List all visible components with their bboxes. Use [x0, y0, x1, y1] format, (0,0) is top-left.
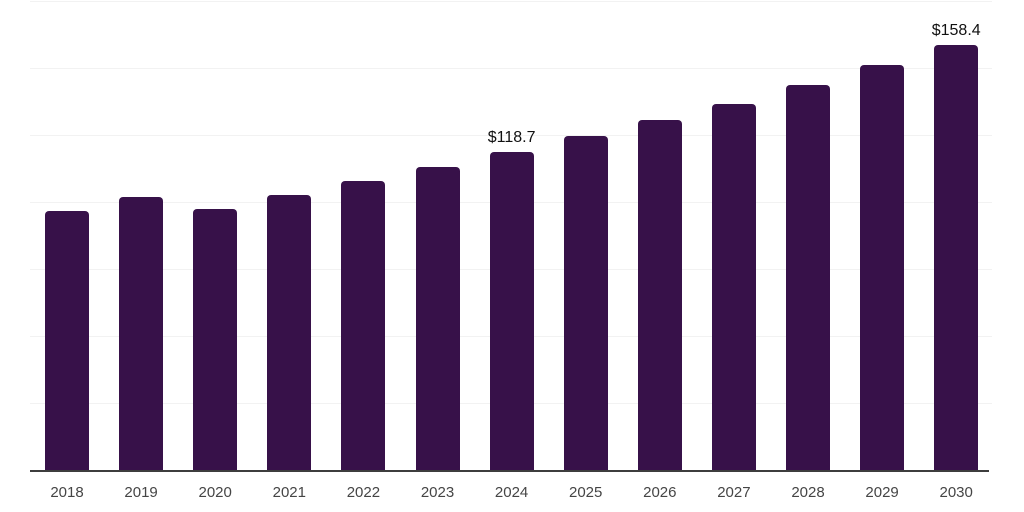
x-tick-2019: 2019: [124, 484, 158, 501]
data-label-2024: $118.7: [487, 128, 536, 146]
bar-2025: [563, 135, 608, 470]
bar-2021: [267, 195, 312, 470]
gridline-125: [30, 135, 992, 136]
x-tick-2030: 2030: [939, 484, 973, 501]
x-tick-2026: 2026: [643, 484, 677, 501]
x-tick-2023: 2023: [420, 484, 455, 501]
bar-2023: [415, 167, 460, 470]
x-tick-2028: 2028: [791, 484, 825, 501]
x-tick-2018: 2018: [50, 484, 84, 501]
gridline-175: [30, 1, 992, 2]
x-tick-2021: 2021: [272, 484, 306, 501]
x-tick-2024: 2024: [494, 484, 529, 501]
x-tick-2022: 2022: [346, 484, 381, 501]
x-axis-line: [30, 470, 989, 472]
gridline-150: [30, 68, 992, 69]
bar-2028: [786, 84, 830, 470]
x-tick-2029: 2029: [865, 484, 899, 501]
bar-2022: [341, 181, 386, 470]
bar-2018: [45, 211, 89, 470]
bar-2030: [934, 45, 979, 470]
x-tick-2025: 2025: [569, 484, 603, 501]
bar-2019: [119, 197, 164, 470]
bar-2020: [193, 208, 238, 470]
bar-2029: [860, 65, 905, 470]
bar-2024: [489, 151, 534, 470]
x-tick-2020: 2020: [198, 484, 232, 501]
x-tick-2027: 2027: [717, 484, 751, 501]
data-label-2030: $158.4: [931, 22, 981, 40]
bar-2026: [637, 119, 682, 470]
bar-2027: [711, 103, 756, 470]
